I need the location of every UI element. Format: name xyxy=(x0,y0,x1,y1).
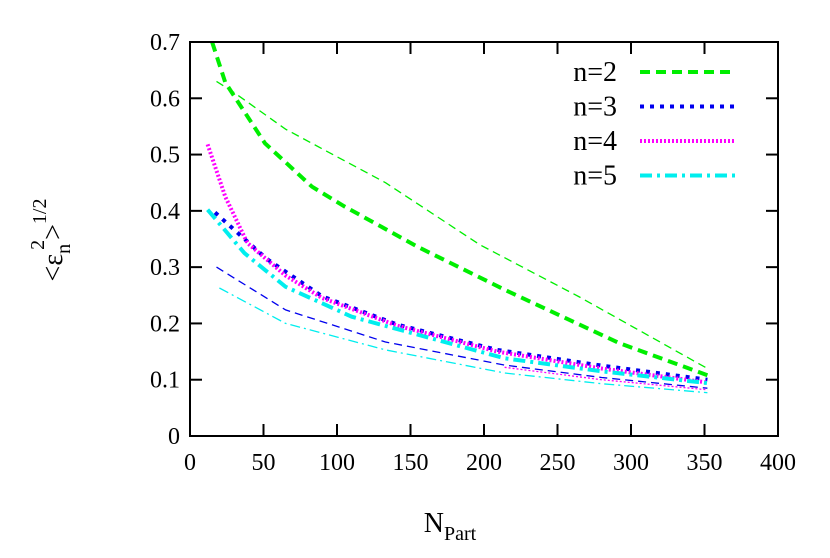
x-tick-label: 350 xyxy=(687,450,723,476)
x-tick-label: 200 xyxy=(466,450,502,476)
legend-label: n=5 xyxy=(573,161,617,192)
y-tick-label: 0 xyxy=(168,424,180,450)
svg-text:<εn2>1/2: <εn2>1/2 xyxy=(27,199,75,282)
x-tick-label: 150 xyxy=(393,450,429,476)
series-line-n5 xyxy=(206,208,708,386)
x-tick-label: 100 xyxy=(319,450,355,476)
series-line-thin-4 xyxy=(216,80,708,370)
y-tick-label: 0.6 xyxy=(150,86,180,112)
x-tick-label: 400 xyxy=(760,450,796,476)
series-line-n2 xyxy=(210,41,709,378)
series-line-n3 xyxy=(213,211,708,382)
plot-frame xyxy=(189,41,779,437)
series-line-thin-7 xyxy=(219,287,708,394)
y-tick-label: 0.7 xyxy=(150,30,180,56)
y-tick-label: 0.4 xyxy=(150,199,180,225)
x-axis-label-sub: Part xyxy=(444,523,477,545)
legend-label: n=2 xyxy=(573,57,617,88)
y-tick-label: 0.5 xyxy=(150,143,180,169)
plot-lines xyxy=(205,41,709,394)
legend-label: n=3 xyxy=(573,92,617,123)
x-tick-label: 0 xyxy=(184,450,196,476)
y-tick-label: 0.3 xyxy=(150,255,180,281)
x-tick-label: 250 xyxy=(540,450,576,476)
legend-label: n=4 xyxy=(573,126,617,157)
y-axis-label: <εn2>1/2 xyxy=(27,199,75,282)
y-tick-label: 0.1 xyxy=(150,368,180,394)
legend: n=2 n=3n=4 n=5 xyxy=(573,57,736,192)
x-tick-label: 50 xyxy=(252,450,276,476)
series-line-thin-6 xyxy=(504,366,708,391)
axis-ticks: 0 50 100 150 200 250 300 350 400 0 0.1 0.2 0.3 0.4 0.5… xyxy=(150,30,796,476)
x-axis-label: NPart xyxy=(424,508,477,545)
series-line-thin-5 xyxy=(216,266,708,389)
series-line-n4 xyxy=(205,143,708,385)
x-tick-label: 300 xyxy=(613,450,649,476)
y-tick-label: 0.2 xyxy=(150,311,180,337)
